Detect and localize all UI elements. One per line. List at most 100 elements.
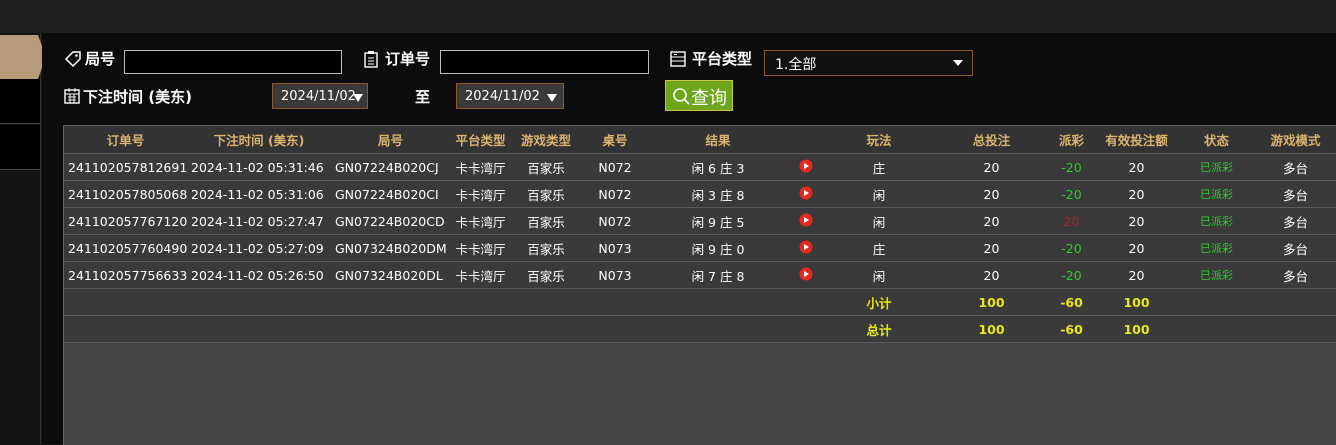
date-from[interactable]: 2024/11/02: [272, 83, 368, 109]
calendar-icon: [64, 88, 80, 104]
order-label: 订单号: [385, 50, 431, 68]
subtotal-payout: -60: [1049, 288, 1094, 316]
dropdown-arrow: [953, 60, 963, 66]
replay-icon[interactable]: [799, 267, 813, 281]
cell: 卡卡湾厅: [450, 180, 511, 208]
cell: 已派彩: [1179, 261, 1254, 289]
table-body: 241102057812691 2024-11-02 05:31:46 GN0722…: [64, 153, 1336, 343]
data-row: 241102057812691 2024-11-02 05:31:46 GN0722…: [64, 153, 1336, 181]
replay-icon[interactable]: [799, 213, 813, 227]
replay-icon[interactable]: [799, 159, 813, 173]
cell: 20: [1094, 234, 1179, 262]
cell: 241102057760490: [64, 234, 187, 262]
column-header: 玩法: [824, 126, 934, 154]
data-row: 241102057805068 2024-11-02 05:31:06 GN0722…: [64, 180, 1336, 208]
cell: N072: [581, 180, 649, 208]
round-input[interactable]: [124, 50, 342, 74]
dropdown-arrow: [353, 94, 363, 102]
column-header: 结果: [649, 126, 787, 154]
column-header-empty: [787, 126, 824, 154]
subtotal-row: 小计 100 -60 100: [64, 288, 1336, 316]
data-row: 241102057756633 2024-11-02 05:26:50 GN0732…: [64, 261, 1336, 289]
cell: GN07224B020CJ: [331, 153, 450, 181]
cell: 241102057767120: [64, 207, 187, 235]
cell: 2024-11-02 05:31:06: [187, 180, 331, 208]
cell: GN07324B020DL: [331, 261, 450, 289]
cell: 卡卡湾厅: [450, 153, 511, 181]
cell: 百家乐: [511, 207, 581, 235]
total-valid: 100: [1094, 315, 1179, 343]
order-icon: [364, 51, 378, 68]
platform-select[interactable]: 1.全部: [764, 50, 973, 76]
column-header: 派彩: [1049, 126, 1094, 154]
cell: N072: [581, 153, 649, 181]
spacer: [64, 288, 824, 316]
round-label: 局号: [85, 50, 116, 68]
cell: 241102057756633: [64, 261, 187, 289]
cell: 已派彩: [1179, 234, 1254, 262]
cell: 20: [934, 207, 1049, 235]
cell: -20: [1049, 234, 1094, 262]
icon-cell: [787, 153, 824, 181]
table-header: 订单号 下注时间 (美东) 局号 平台类型 游戏类型 桌号 结果 玩法 总投注 派彩 有效投注额 状态…: [64, 126, 1336, 154]
sidebar-item[interactable]: [0, 79, 40, 124]
cell: 20: [1094, 180, 1179, 208]
icon-cell: [787, 207, 824, 235]
data-row: 241102057760490 2024-11-02 05:27:09 GN0732…: [64, 234, 1336, 262]
header-row: 订单号 下注时间 (美东) 局号 平台类型 游戏类型 桌号 结果 玩法 总投注 派彩 有效投注额 状态…: [64, 126, 1336, 154]
replay-icon[interactable]: [799, 240, 813, 254]
cell: 2024-11-02 05:27:09: [187, 234, 331, 262]
platform-value: 1.全部: [775, 57, 817, 73]
cell: 已派彩: [1179, 153, 1254, 181]
cell: 多台: [1254, 180, 1336, 208]
column-header: 局号: [331, 126, 450, 154]
column-header: 有效投注额: [1094, 126, 1179, 154]
subtotal-valid: 100: [1094, 288, 1179, 316]
order-input[interactable]: [440, 50, 649, 74]
sidebar-active[interactable]: [0, 35, 46, 79]
tag-icon: [64, 51, 81, 68]
cell: 庄: [824, 153, 934, 181]
cell: 闲: [824, 180, 934, 208]
cell: 百家乐: [511, 153, 581, 181]
cell: 百家乐: [511, 234, 581, 262]
cell: GN07324B020DM: [331, 234, 450, 262]
cell: 2024-11-02 05:31:46: [187, 153, 331, 181]
icon-cell: [787, 180, 824, 208]
column-header: 订单号: [64, 126, 187, 154]
cell: 多台: [1254, 234, 1336, 262]
cell: 已派彩: [1179, 207, 1254, 235]
cell: 多台: [1254, 261, 1336, 289]
cell: 20: [1094, 153, 1179, 181]
cell: -20: [1049, 180, 1094, 208]
search-icon: [673, 88, 690, 105]
time-label: 下注时间 (美东): [83, 88, 192, 106]
column-header: 游戏类型: [511, 126, 581, 154]
cell: 多台: [1254, 207, 1336, 235]
icon-cell: [787, 234, 824, 262]
cell: 百家乐: [511, 261, 581, 289]
cell: 20: [934, 261, 1049, 289]
sidebar-item[interactable]: [0, 125, 40, 170]
total-payout: -60: [1049, 315, 1094, 343]
date-to[interactable]: 2024/11/02: [456, 83, 564, 109]
replay-icon[interactable]: [799, 186, 813, 200]
cell: 241102057805068: [64, 180, 187, 208]
column-header: 总投注: [934, 126, 1049, 154]
cell: 已派彩: [1179, 180, 1254, 208]
query-button[interactable]: 查询: [665, 80, 733, 111]
cell: 闲 9 庄 5: [649, 207, 787, 235]
total-label: 总计: [824, 315, 934, 343]
cell: 2024-11-02 05:26:50: [187, 261, 331, 289]
column-header: 桌号: [581, 126, 649, 154]
cell: 卡卡湾厅: [450, 234, 511, 262]
column-header: 状态: [1179, 126, 1254, 154]
date-from-value: 2024/11/02: [281, 89, 356, 104]
cell: 20: [934, 153, 1049, 181]
spacer: [1179, 288, 1336, 316]
spacer: [64, 315, 824, 343]
cell: GN07224B020CD: [331, 207, 450, 235]
sidebar: [0, 33, 46, 444]
cell: 多台: [1254, 153, 1336, 181]
cell: 闲 3 庄 8: [649, 180, 787, 208]
